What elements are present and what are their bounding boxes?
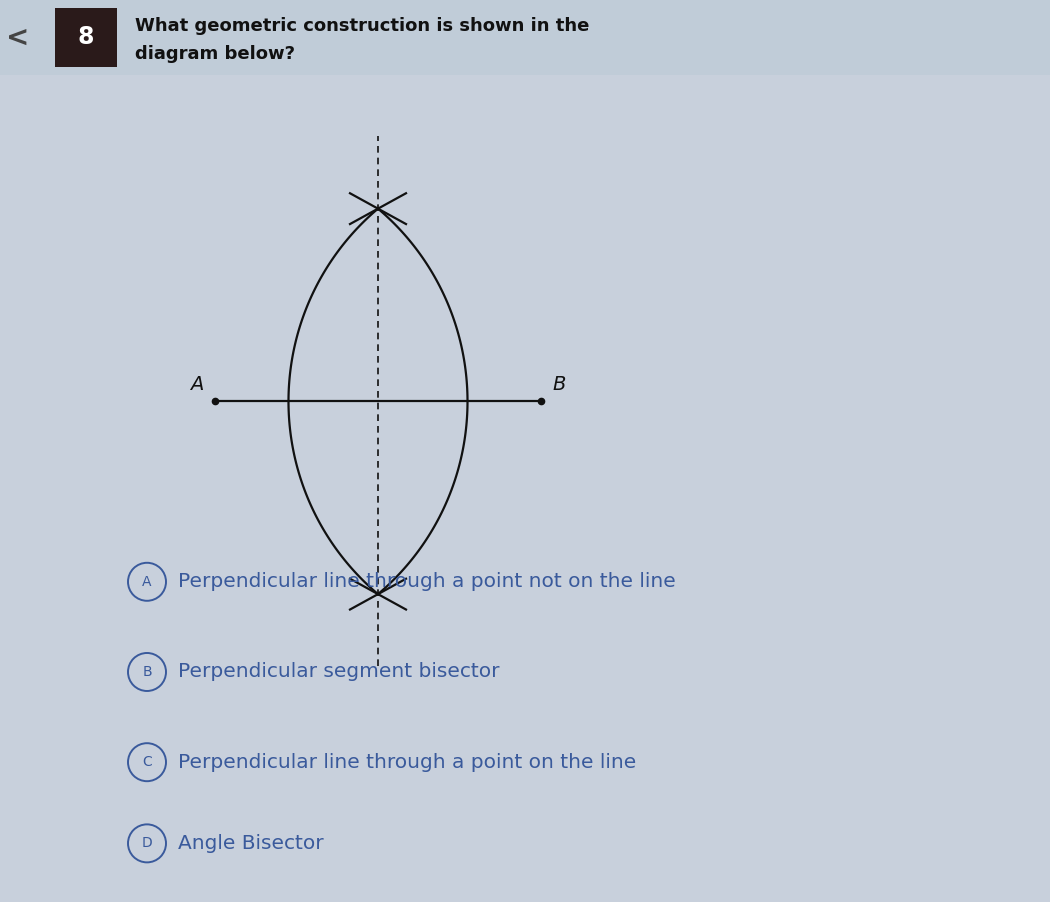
Text: B: B — [552, 375, 566, 394]
Bar — [55, 8, 117, 67]
Text: A: A — [142, 575, 152, 589]
Text: Perpendicular line through a point on the line: Perpendicular line through a point on th… — [178, 752, 636, 772]
Text: What geometric construction is shown in the: What geometric construction is shown in … — [135, 17, 589, 35]
Text: C: C — [142, 755, 152, 769]
Text: Perpendicular line through a point not on the line: Perpendicular line through a point not o… — [178, 572, 676, 592]
Text: B: B — [142, 665, 152, 679]
Text: <: < — [6, 23, 29, 51]
Text: Perpendicular segment bisector: Perpendicular segment bisector — [178, 662, 500, 682]
Text: Angle Bisector: Angle Bisector — [178, 833, 323, 853]
FancyBboxPatch shape — [0, 0, 1050, 75]
Text: diagram below?: diagram below? — [135, 45, 295, 63]
Text: A: A — [190, 375, 204, 394]
Text: D: D — [142, 836, 152, 851]
Text: 8: 8 — [78, 25, 94, 50]
